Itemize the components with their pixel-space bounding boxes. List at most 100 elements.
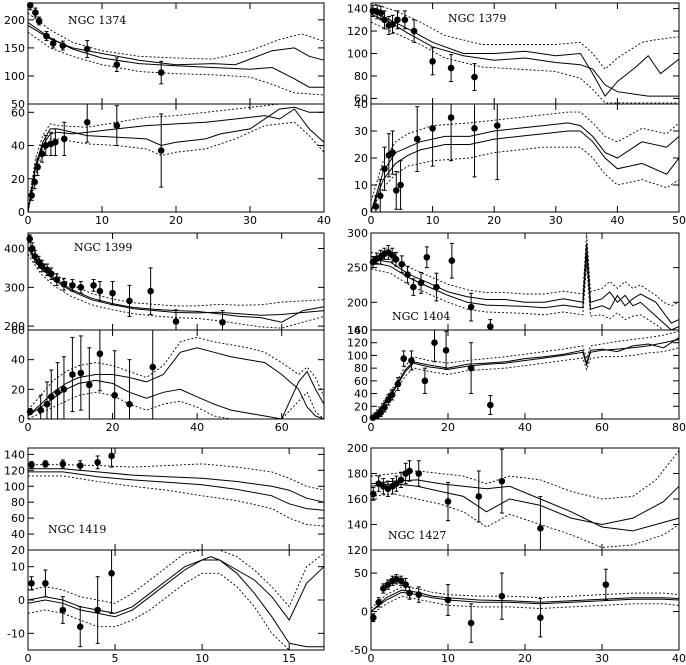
ngc1399-lower-data-point <box>54 389 61 396</box>
ngc1374-lower-ytick-label: 0 <box>18 206 25 219</box>
ngc1374-lower-data-point <box>83 118 91 126</box>
ngc1379-upper-ytick-label: 80 <box>354 70 368 83</box>
ngc1374-panel-group: NGC 1374 50 100 150 200 0 20 40 60 0 10 20 30 40 <box>4 1 331 227</box>
ngc1399-lower-data-point <box>47 393 55 401</box>
ngc1399-lower-model-a <box>27 347 325 420</box>
ngc1379-upper-data-point <box>389 21 396 28</box>
ngc1374-upper-ytick-label: 100 <box>4 70 25 83</box>
ngc1374-upper-model-b <box>27 24 325 66</box>
ngc1374-lower-ytick-label: 60 <box>11 106 25 119</box>
ngc1419-lower-data-point <box>42 580 49 587</box>
ngc1427-upper-ytick-label: 140 <box>347 519 368 532</box>
ngc1379-upper-band-upper <box>370 2 680 70</box>
ngc1374-lower-band-upper <box>27 103 324 209</box>
ngc1379-lower-data-point <box>471 125 478 132</box>
ngc1427-upper-model-b <box>370 479 680 532</box>
ngc1399-upper-band-upper <box>27 240 325 307</box>
ngc1379-title: NGC 1379 <box>448 12 506 25</box>
ngc1374-xtick-label: 40 <box>317 214 331 227</box>
ngc1419-upper-data-point <box>76 462 84 469</box>
ngc1427-upper-data-point <box>415 470 423 477</box>
ngc1404-upper-data-point <box>398 260 406 268</box>
ngc1427-lower-model-a <box>370 591 680 612</box>
ngc1399-upper-data-point <box>172 318 180 325</box>
ngc1374-lower-data-point <box>157 147 165 154</box>
ngc1427-upper-data-point <box>393 480 400 488</box>
ngc1379-upper-data-point <box>394 16 401 24</box>
ngc1419-upper-model-a <box>28 468 325 503</box>
ngc1427-lower-ytick-label: 0 <box>361 606 368 619</box>
ngc1404-lower-frame <box>370 329 680 420</box>
ngc1374-lower-ytick-label: 20 <box>11 173 25 186</box>
ngc1427-upper-band-upper <box>370 450 680 500</box>
ngc1374-lower-model-b <box>27 106 324 213</box>
ngc1404-upper-data-point <box>433 283 440 291</box>
ngc1374-lower-data-point <box>113 122 121 129</box>
ngc1374-title: NGC 1374 <box>68 14 126 27</box>
ngc1399-upper-data-point <box>77 284 85 291</box>
ngc1427-upper-data-point <box>537 525 544 532</box>
ngc1404-upper-data-point <box>467 303 475 311</box>
ngc1404-lower-data-point <box>381 404 388 411</box>
ngc1427-lower-data-point <box>498 592 506 600</box>
ngc1399-lower-data-point <box>60 386 68 393</box>
ngc1419-xtick-label: 15 <box>282 652 296 665</box>
ngc1404-lower-ytick-label: 60 <box>354 375 368 388</box>
ngc1427-title: NGC 1427 <box>388 529 446 542</box>
ngc1427-lower-data-point <box>380 585 387 592</box>
ngc1399-xtick-label: 40 <box>190 421 204 434</box>
ngc1427-lower-data-point <box>444 596 452 604</box>
ngc1399-upper-data-point <box>147 287 154 295</box>
ngc1374-lower-band-lower <box>27 121 325 213</box>
ngc1427-lower-data-point <box>375 599 383 606</box>
ngc1399-upper-data-point <box>96 287 104 295</box>
ngc1379-lower-data-point <box>429 125 436 132</box>
ngc1374-xtick-label: 20 <box>169 214 183 227</box>
ngc1379-lower-data-point <box>447 114 455 121</box>
ngc1427-xtick-label: 30 <box>595 652 609 665</box>
ngc1419-upper-band-upper <box>28 463 325 491</box>
ngc1374-upper-data-point <box>32 9 39 16</box>
ngc1379-lower-ytick-label: 10 <box>354 179 368 192</box>
ngc1419-lower-band-upper <box>27 549 325 608</box>
ngc1404-lower-ytick-label: 40 <box>354 388 368 401</box>
ngc1419-xtick-label: 10 <box>195 652 209 665</box>
ngc1399-lower-ytick-label: 20 <box>11 383 25 396</box>
ngc1379-lower-data-point <box>392 187 400 194</box>
ngc1399-lower-frame <box>27 329 325 420</box>
ngc1404-upper-band-upper <box>370 232 680 307</box>
ngc1399-xtick-label: 0 <box>25 421 32 434</box>
ngc1399-lower-data-point <box>26 408 34 415</box>
ngc1404-xtick-label: 60 <box>595 421 609 434</box>
ngc1379-lower-model-a <box>370 130 680 213</box>
ngc1419-upper-data-point <box>42 460 49 468</box>
ngc1419-upper-data-point <box>59 460 67 468</box>
ngc1379-lower-data-point <box>389 149 396 156</box>
ngc1379-lower-ytick-label: 20 <box>354 152 368 165</box>
ngc1399-lower-data-point <box>43 400 51 408</box>
ngc1399-upper-data-point <box>219 318 226 326</box>
ngc1399-upper-ytick-label: 300 <box>4 281 25 294</box>
ngc1427-upper-data-point <box>370 490 377 498</box>
ngc1404-upper-data-point <box>404 271 411 278</box>
ngc1399-lower-ytick-label: 0 <box>18 413 25 426</box>
ngc1404-lower-model-b <box>370 337 680 420</box>
ngc1419-lower-ytick-label: 0 <box>18 594 25 607</box>
ngc1404-lower-band-lower <box>370 347 680 420</box>
ngc1419-upper-ytick-label: 100 <box>4 480 25 493</box>
ngc1427-lower-data-point <box>406 589 413 597</box>
ngc1427-upper-data-point <box>397 476 405 484</box>
ngc1399-upper-data-point <box>31 252 39 260</box>
ngc1404-upper-data-point <box>487 323 494 330</box>
ngc1404-lower-ytick-label: 80 <box>354 362 368 375</box>
ngc1379-upper-data-point <box>471 73 478 81</box>
ngc1427-lower-ytick-label: 50 <box>354 567 368 580</box>
ngc1427-lower-frame <box>370 549 680 651</box>
ngc1419-upper-band-lower <box>28 475 325 527</box>
ngc1399-panel-group: NGC 1399 200 300 400 0 20 40 60 0 20 40 60 <box>4 232 325 434</box>
ngc1374-xtick-label: 30 <box>243 214 257 227</box>
ngc1379-upper-data-point <box>377 9 385 17</box>
